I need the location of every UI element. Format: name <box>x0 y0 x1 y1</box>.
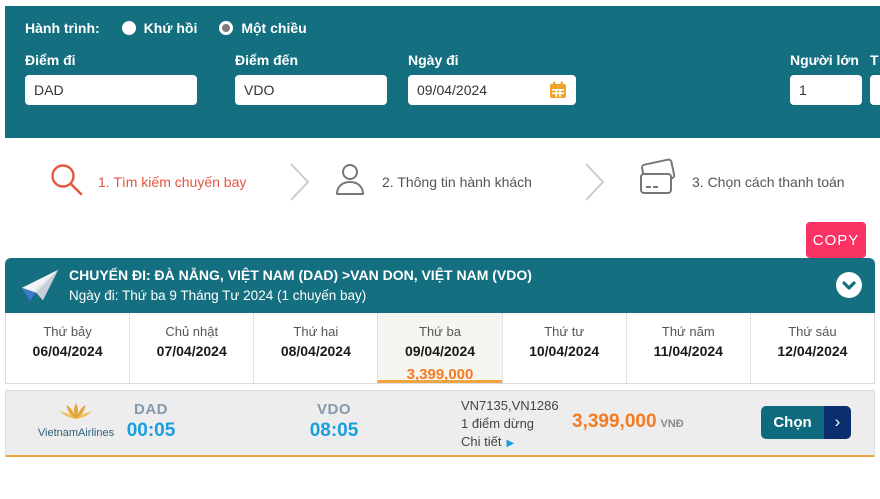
radio-round-trip[interactable]: Khứ hồi <box>121 20 198 36</box>
price-amount: 3,399,000 <box>572 411 657 432</box>
depart-date-field: Ngày đi <box>408 52 576 105</box>
radio-icon[interactable] <box>121 21 136 35</box>
results-panel: CHUYẾN ĐI: ĐÀ NẴNG, VIỆT NAM (DAD) >VAN … <box>5 258 875 457</box>
tab-day: Thứ bảy <box>43 324 92 339</box>
flight-result-row: VietnamAirlines DAD 00:05 VDO 08:05 VN71… <box>5 390 875 457</box>
select-flight-button[interactable]: Chọn › <box>761 406 851 439</box>
date-tab-mon[interactable]: Thứ hai 08/04/2024 <box>253 313 377 383</box>
radio-icon[interactable] <box>219 21 234 35</box>
radio-one-way[interactable]: Một chiều <box>219 20 307 36</box>
origin-input[interactable] <box>25 75 197 105</box>
tab-price: 3,399,000 <box>406 366 474 383</box>
tab-day: Thứ hai <box>293 324 339 339</box>
step-search-label: 1. Tìm kiếm chuyến bay <box>98 174 247 190</box>
children-field-clipped: T <box>870 52 880 105</box>
tab-day: Chủ nhật <box>165 324 219 339</box>
origin-label: Điểm đi <box>25 52 76 68</box>
trip-type-label: Hành trình: <box>25 20 100 36</box>
adults-field: Người lớn <box>790 52 862 105</box>
origin-code: DAD <box>134 401 168 418</box>
tab-date: 10/04/2024 <box>529 343 600 359</box>
date-tab-thu[interactable]: Thứ năm 11/04/2024 <box>625 313 750 383</box>
depart-date-input[interactable] <box>408 75 576 105</box>
chevron-right-icon <box>288 161 312 208</box>
departure-leg: DAD 00:05 <box>101 401 201 442</box>
copy-button[interactable]: COPY <box>806 222 866 258</box>
destination-label: Điểm đến <box>235 52 299 68</box>
destination-input[interactable] <box>235 75 387 105</box>
price: 3,399,000 VNĐ <box>572 411 684 433</box>
results-panel-header: CHUYẾN ĐI: ĐÀ NẴNG, VIỆT NAM (DAD) >VAN … <box>5 258 875 313</box>
step-search-flights[interactable]: 1. Tìm kiếm chuyến bay <box>48 160 246 204</box>
search-icon <box>48 161 86 204</box>
tab-date: 11/04/2024 <box>653 343 723 359</box>
children-input[interactable] <box>870 75 880 105</box>
trip-subtitle: Ngày đi: Thứ ba 9 Tháng Tư 2024 (1 chuyế… <box>69 288 367 303</box>
select-label: Chọn <box>761 406 824 439</box>
trip-title: CHUYẾN ĐI: ĐÀ NẴNG, VIỆT NAM (DAD) >VAN … <box>69 267 532 283</box>
tab-date: 12/04/2024 <box>777 343 848 359</box>
tab-date: 08/04/2024 <box>280 343 351 359</box>
adults-label: Người lớn <box>790 52 859 68</box>
details-link[interactable]: Chi tiết ▶ <box>461 433 559 453</box>
radio-one-way-label: Một chiều <box>241 20 307 36</box>
date-tab-fri[interactable]: Thứ sáu 12/04/2024 <box>749 313 874 383</box>
depart-time: 00:05 <box>126 420 176 441</box>
step-payment-label: 3. Chọn cách thanh toán <box>692 174 845 190</box>
tab-day: Thứ tư <box>544 324 585 339</box>
tab-day: Thứ ba <box>419 324 461 339</box>
price-currency: VNĐ <box>660 418 684 430</box>
date-tab-sun[interactable]: Chủ nhật 07/04/2024 <box>129 313 253 383</box>
lotus-icon <box>59 403 93 420</box>
trip-type-row: Hành trình: Khứ hồi Một chiều <box>25 20 307 36</box>
date-tab-wed[interactable]: Thứ tư 10/04/2024 <box>501 313 626 383</box>
stops-info: 1 điểm dừng <box>461 416 535 431</box>
adults-input[interactable] <box>790 75 862 105</box>
flight-info: VN7135,VN1286 1 điểm dừng Chi tiết ▶ <box>461 397 559 453</box>
tab-day: Thứ sáu <box>788 324 837 339</box>
airline-name: VietnamAirlines <box>37 427 115 439</box>
play-arrow-icon: ▶ <box>506 438 515 449</box>
arrival-leg: VDO 08:05 <box>279 401 389 442</box>
date-tab-tue-selected[interactable]: Thứ ba 09/04/2024 3,399,000 <box>377 313 502 383</box>
step-passenger-label: 2. Thông tin hành khách <box>382 174 532 190</box>
radio-round-trip-label: Khứ hồi <box>143 20 198 36</box>
tab-day: Thứ năm <box>661 324 715 339</box>
destination-field: Điểm đến <box>235 52 387 105</box>
person-icon <box>330 160 370 205</box>
children-label: T <box>870 52 879 68</box>
details-label: Chi tiết <box>461 434 502 449</box>
search-header: Hành trình: Khứ hồi Một chiều Điểm đi Đi… <box>5 6 880 138</box>
tab-date: 07/04/2024 <box>156 343 227 359</box>
tab-date: 09/04/2024 <box>404 343 476 359</box>
arrow-right-icon: › <box>824 406 851 439</box>
depart-date-label: Ngày đi <box>408 52 459 68</box>
arrive-time: 08:05 <box>309 420 359 441</box>
collapse-panel-button[interactable] <box>836 272 862 298</box>
date-tabs: Thứ bảy 06/04/2024 Chủ nhật 07/04/2024 T… <box>5 313 875 384</box>
origin-field: Điểm đi <box>25 52 197 105</box>
date-tab-sat[interactable]: Thứ bảy 06/04/2024 <box>6 313 129 383</box>
tab-date: 06/04/2024 <box>32 343 103 359</box>
destination-code: VDO <box>316 401 351 418</box>
step-passenger-info[interactable]: 2. Thông tin hành khách <box>330 160 532 204</box>
chevron-right-icon <box>583 161 607 208</box>
chevron-down-icon <box>842 280 856 290</box>
airline-logo: VietnamAirlines <box>24 402 128 439</box>
paper-plane-icon <box>18 265 64 312</box>
card-icon <box>634 158 680 207</box>
step-payment[interactable]: 3. Chọn cách thanh toán <box>634 158 845 207</box>
flight-numbers: VN7135,VN1286 <box>461 398 559 413</box>
